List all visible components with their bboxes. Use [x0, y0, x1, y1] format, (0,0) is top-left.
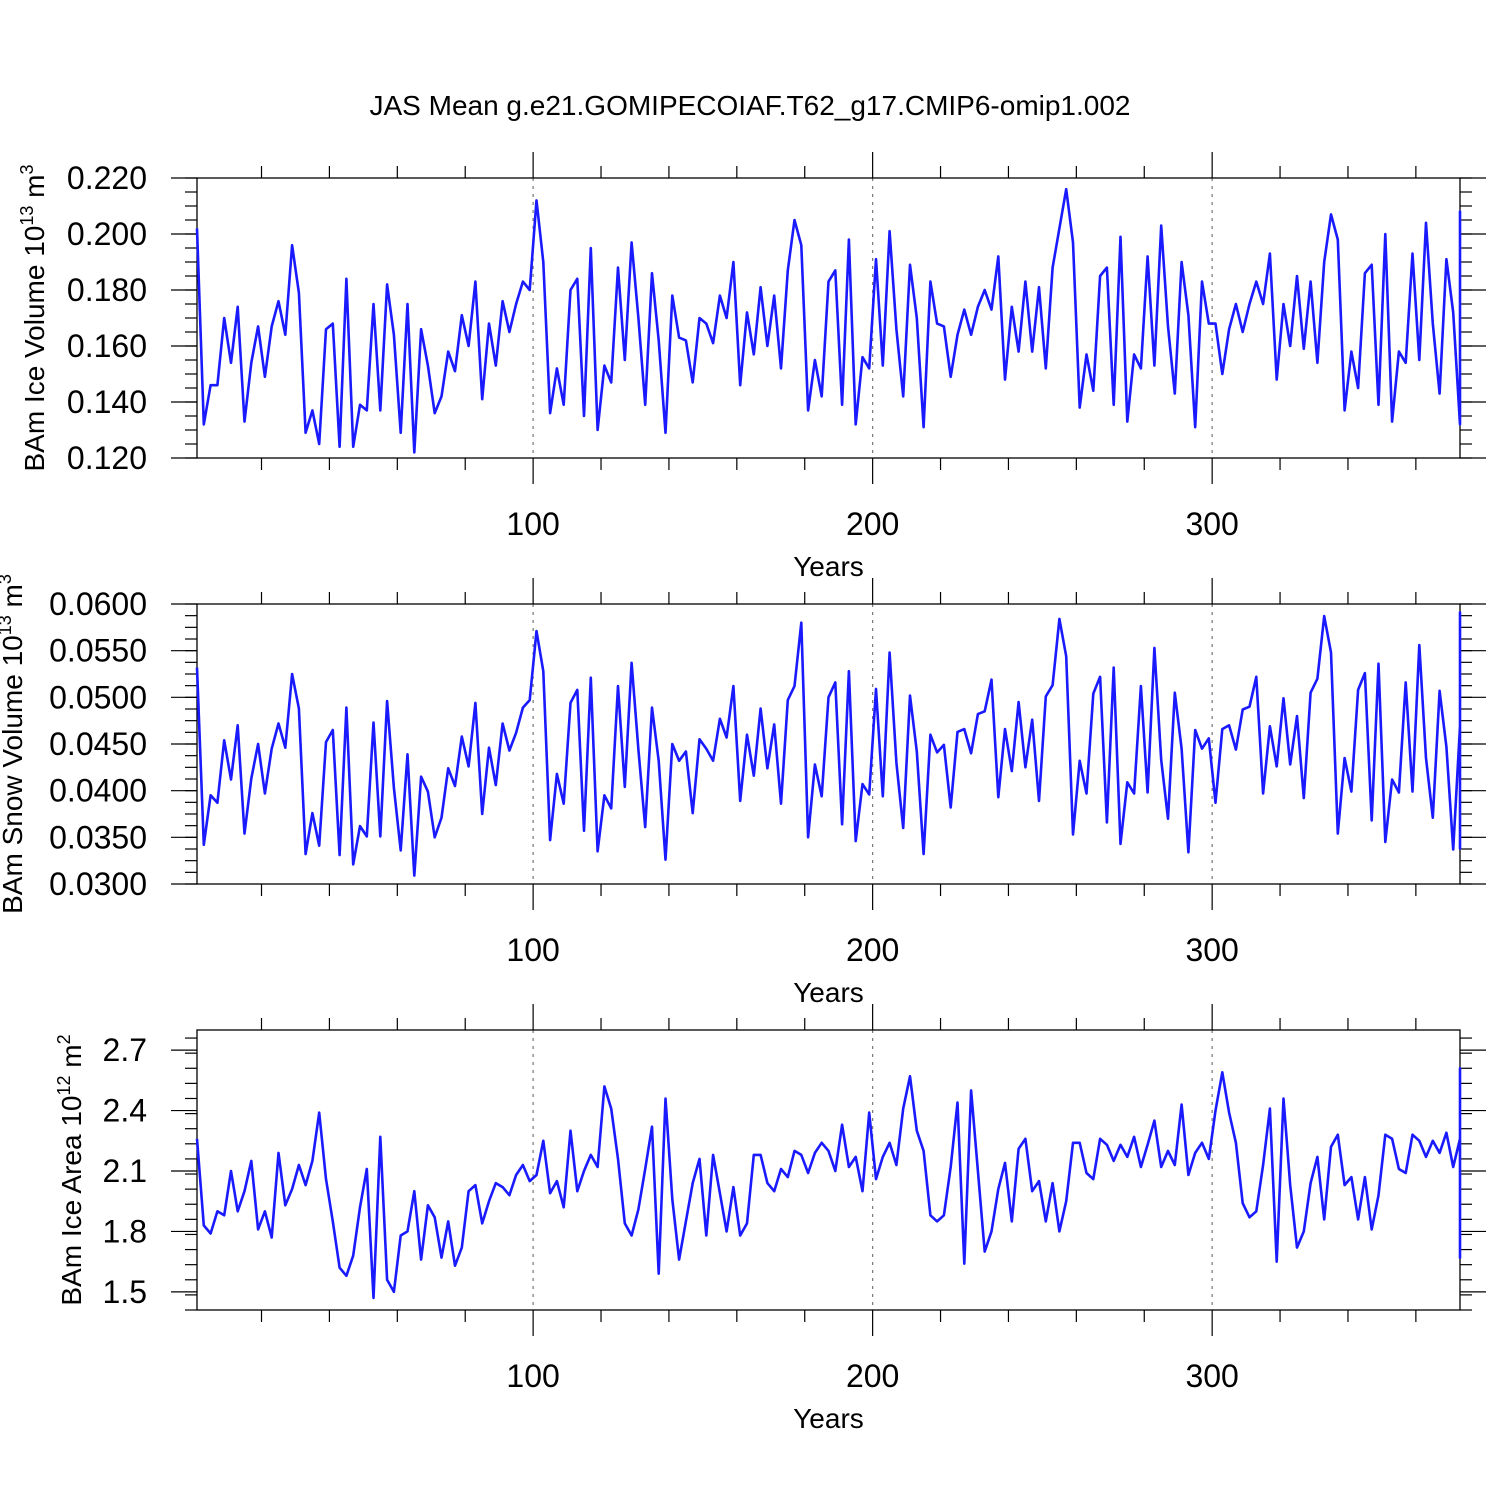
x-tick-label: 300 — [1185, 1358, 1238, 1394]
x-tick-label: 100 — [506, 506, 559, 542]
y-axis-title-text: m — [56, 1044, 87, 1075]
y-axis-title-text: m — [19, 174, 50, 205]
x-tick-label: 100 — [506, 932, 559, 968]
y-tick-label: 1.8 — [103, 1213, 147, 1249]
y-axis-title: BAm Ice Area 1012 m2 — [54, 1034, 87, 1305]
x-axis-title: Years — [793, 977, 864, 1008]
series-line — [195, 611, 1462, 877]
y-tick-label: 0.0600 — [49, 586, 147, 622]
x-tick-label: 200 — [846, 932, 899, 968]
x-tick-label: 200 — [846, 1358, 899, 1394]
figure-title: JAS Mean g.e21.GOMIPECOIAF.T62_g17.CMIP6… — [369, 90, 1130, 121]
y-axis-title: BAm Ice Volume 1013 m3 — [17, 164, 50, 471]
y-tick-label: 0.0550 — [49, 633, 147, 669]
y-tick-label: 0.180 — [67, 272, 147, 308]
y-tick-label: 1.5 — [103, 1274, 147, 1310]
x-tick-label: 300 — [1185, 932, 1238, 968]
y-tick-label: 2.7 — [103, 1032, 147, 1068]
y-axis-title-text: BAm Ice Area 10 — [56, 1096, 87, 1306]
x-tick-label: 100 — [506, 1358, 559, 1394]
y-tick-label: 0.200 — [67, 216, 147, 252]
y-axis-title-superscript: 13 — [17, 206, 37, 226]
y-tick-label: 0.140 — [67, 384, 147, 420]
series-line — [195, 187, 1462, 454]
x-axis-title: Years — [793, 1403, 864, 1434]
y-axis-title-text: BAm Ice Volume 10 — [19, 226, 50, 472]
panel-ice-area: 1.5 1.8 2.1 2.4 2.7 100 200 300 Years BAm Ice Are… — [54, 1004, 1486, 1434]
panel-snow-volume: 0.0300 0.0350 0.0400 0.0450 0.0500 0.0550 0.06… — [0, 574, 1486, 1008]
y-tick-label: 0.0450 — [49, 726, 147, 762]
y-tick-label: 0.160 — [67, 328, 147, 364]
y-tick-label: 0.0350 — [49, 819, 147, 855]
y-tick-label: 2.4 — [103, 1093, 147, 1129]
y-tick-label: 0.0300 — [49, 866, 147, 902]
y-axis-title-superscript: 12 — [54, 1075, 74, 1095]
y-axis-title-superscript: 2 — [54, 1034, 74, 1044]
y-axis-title-text: BAm Snow Volume 10 — [0, 635, 28, 914]
y-axis-title-superscript: 13 — [0, 615, 15, 635]
y-axis-title-superscript: 3 — [0, 574, 15, 584]
plot-frame — [196, 603, 1461, 885]
y-tick-label: 0.0500 — [49, 679, 147, 715]
y-axis-title-text: m — [0, 584, 28, 615]
y-tick-label: 0.0400 — [49, 773, 147, 809]
y-tick-label: 0.220 — [67, 160, 147, 196]
x-tick-label: 300 — [1185, 506, 1238, 542]
panel-ice-volume: 0.120 0.140 0.160 0.180 0.200 0.220 100 200 300 Y… — [17, 152, 1486, 582]
y-tick-label: 2.1 — [103, 1153, 147, 1189]
y-tick-label: 0.120 — [67, 440, 147, 476]
y-axis-title-superscript: 3 — [17, 164, 37, 174]
series-line — [195, 1067, 1462, 1300]
y-axis-title: BAm Snow Volume 1013 m3 — [0, 574, 28, 914]
x-tick-label: 200 — [846, 506, 899, 542]
x-axis-title: Years — [793, 551, 864, 582]
